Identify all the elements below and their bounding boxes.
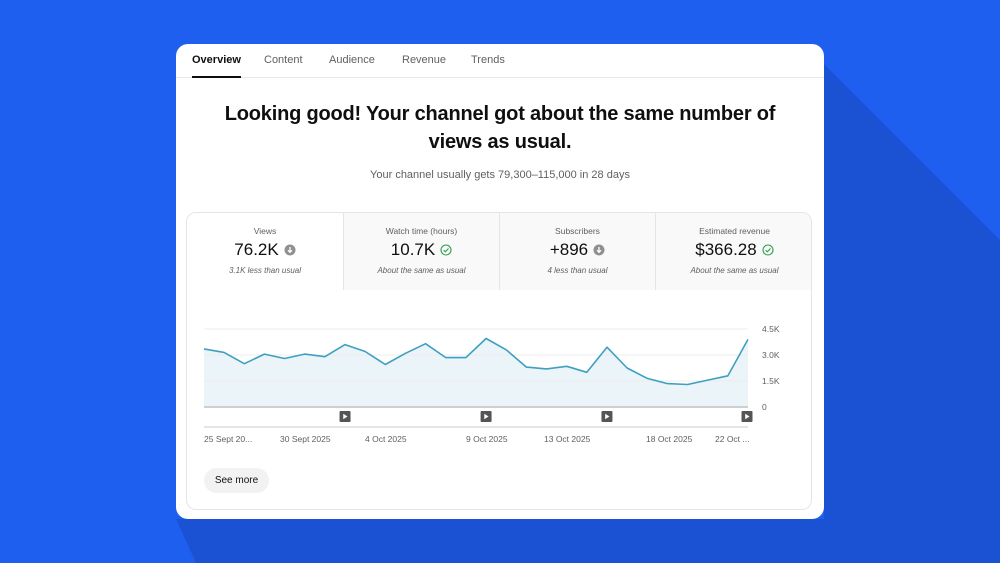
y-tick-label: 1.5K xyxy=(762,376,780,386)
metric-value: 10.7K xyxy=(390,240,436,259)
video-marker-play-icon[interactable] xyxy=(339,411,351,422)
tab-bar: Overview Content Audience Revenue Trends xyxy=(176,44,824,78)
check-circle-icon xyxy=(440,244,452,256)
y-tick-label: 0 xyxy=(762,402,767,412)
tab-revenue[interactable]: Revenue xyxy=(402,54,447,66)
metric-value: 76.2K xyxy=(234,240,279,259)
tab-trends[interactable]: Trends xyxy=(471,54,505,66)
tab-overview[interactable]: Overview xyxy=(192,54,241,78)
y-tick-label: 3.0K xyxy=(762,350,780,360)
x-tick-label: 4 Oct 2025 xyxy=(365,434,407,444)
x-tick-label: 30 Sept 2025 xyxy=(280,434,331,444)
tab-content[interactable]: Content xyxy=(264,54,303,66)
metrics-panel: Views 76.2K 3.1K less than usual Watch t… xyxy=(186,212,812,510)
metric-note: 4 less than usual xyxy=(547,266,608,275)
metric-label: Watch time (hours) xyxy=(385,226,458,236)
analytics-card: Overview Content Audience Revenue Trends… xyxy=(176,44,824,519)
metric-note: 3.1K less than usual xyxy=(228,266,302,275)
arrow-down-circle-icon xyxy=(593,244,605,256)
x-tick-label: 22 Oct ... xyxy=(715,434,750,444)
video-marker-play-icon[interactable] xyxy=(480,411,492,422)
metric-label: Estimated revenue xyxy=(699,226,770,236)
metric-label: Views xyxy=(253,226,277,236)
video-marker-play-icon[interactable] xyxy=(741,411,753,422)
see-more-button[interactable]: See more xyxy=(204,468,269,493)
metric-subscribers[interactable]: Subscribers +896 4 less than usual xyxy=(499,213,655,290)
views-line-chart[interactable]: 4.5K 3.0K 1.5K 0 25 Sept 20... 30 Sept 2025 4 … xyxy=(187,290,812,470)
arrow-down-circle-icon xyxy=(284,244,296,256)
metric-estimated-revenue[interactable]: Estimated revenue $366.28 About the same… xyxy=(655,213,811,290)
y-tick-label: 4.5K xyxy=(762,324,780,334)
page-headline: Looking good! Your channel got about the… xyxy=(176,100,824,156)
chart-area xyxy=(204,338,748,407)
tab-audience[interactable]: Audience xyxy=(329,54,375,66)
views-line xyxy=(203,337,749,386)
headline-line-2: views as usual. xyxy=(428,131,572,153)
metric-value: +896 xyxy=(549,240,589,259)
usual-range-text: Your channel usually gets 79,300–115,000… xyxy=(370,169,630,181)
metric-value: $366.28 xyxy=(695,240,757,259)
x-tick-label: 13 Oct 2025 xyxy=(544,434,591,444)
x-tick-label: 18 Oct 2025 xyxy=(646,434,693,444)
video-marker-play-icon[interactable] xyxy=(601,411,613,422)
metric-tabs: Views 76.2K 3.1K less than usual Watch t… xyxy=(187,213,811,290)
metric-note: About the same as usual xyxy=(377,266,466,275)
metric-note: About the same as usual xyxy=(690,266,779,275)
headline-line-1: Looking good! Your channel got about the… xyxy=(224,103,776,125)
x-tick-label: 9 Oct 2025 xyxy=(466,434,508,444)
metric-watch-time[interactable]: Watch time (hours) 10.7K About the same … xyxy=(343,213,499,290)
x-tick-label: 25 Sept 20... xyxy=(204,434,252,444)
metric-views[interactable]: Views 76.2K 3.1K less than usual xyxy=(187,213,343,290)
metric-label: Subscribers xyxy=(555,226,600,236)
check-circle-icon xyxy=(762,244,774,256)
